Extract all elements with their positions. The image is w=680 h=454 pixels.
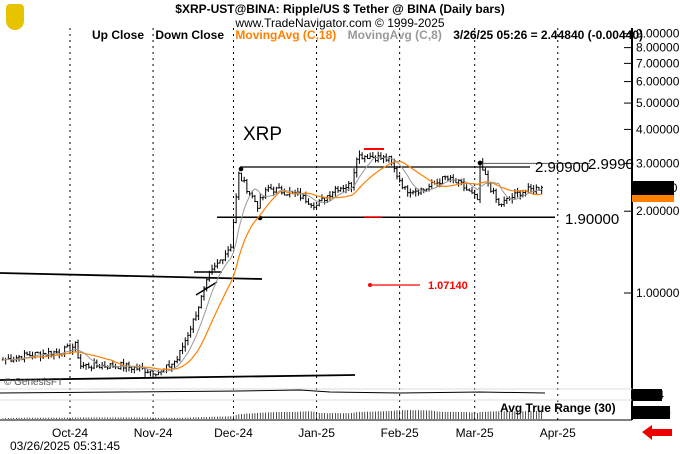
y-tick-label: 6.00000 (636, 75, 680, 89)
y-tick-label: 5.00000 (636, 96, 680, 110)
resistance-label: 2.90900 (535, 159, 589, 176)
ma8-line (2, 156, 542, 373)
xrp-label: XRP (243, 124, 282, 145)
site-credit: www.TradeNavigator.com © 1999-2025 (235, 16, 445, 30)
triangle-line (195, 281, 218, 296)
legend-ma18: MovingAvg (C,18) (235, 28, 337, 42)
watermark: © GenesisFT (4, 377, 63, 388)
x-tick-label: Nov-24 (134, 426, 173, 440)
chart-title: $XRP-UST@BINA: Ripple/US $ Tether @ BINA… (175, 2, 505, 16)
timestamp: 03/26/2025 05:31:45 (10, 439, 120, 453)
resistance2-label: 2.9990 (588, 156, 634, 173)
target-marker (368, 283, 372, 287)
indicator-line (0, 389, 546, 394)
y-tick-label: 9.00000 (636, 27, 680, 41)
y-tick-label: 3.00000 (636, 156, 680, 170)
ma-price-tag (632, 195, 674, 202)
pivot-dot (238, 166, 244, 172)
x-tick-label: Jan-25 (298, 426, 335, 440)
support-label: 1.90000 (565, 211, 619, 228)
trend-line (0, 374, 356, 381)
legend-ma8: MovingAvg (C,8) (347, 28, 442, 42)
legend-down-close: Down Close (155, 28, 225, 42)
last-price-label: 2.44840 (634, 181, 678, 195)
x-tick-label: Dec-24 (214, 426, 253, 440)
trend-line (0, 272, 263, 280)
atr-value: 0.2050 (634, 406, 671, 420)
atr-tag (632, 406, 670, 419)
pivot-dot (477, 160, 483, 166)
x-tick-label: Feb-25 (381, 426, 419, 440)
y-tick-label: 7.00000 (636, 56, 680, 70)
target-label: 1.07140 (428, 280, 468, 292)
ma18-line (2, 160, 542, 371)
last-price-tag (632, 181, 674, 195)
y-tick-label: 1.00000 (636, 286, 680, 300)
y-tick-label: 2.00000 (636, 204, 680, 218)
panel1-value: 12.84 (634, 388, 664, 402)
x-tick-label: Apr-25 (540, 426, 576, 440)
logo-icon (6, 4, 24, 30)
y-tick-label: 8.00000 (636, 41, 680, 55)
legend-up-close: Up Close (92, 28, 145, 42)
scroll-arrow-icon[interactable] (642, 425, 672, 440)
legend-readout: 3/26/25 05:26 = 2.44840 (-0.00440) (453, 28, 644, 42)
y-tick-label: 4.00000 (636, 122, 680, 136)
x-tick-label: Mar-25 (456, 426, 494, 440)
legend: Up Close Down Close MovingAvg (C,18) Mov… (92, 28, 651, 42)
panel1-tag (632, 389, 662, 401)
x-tick-label: Oct-24 (52, 426, 88, 440)
atr-label: Avg True Range (30) (500, 401, 616, 415)
